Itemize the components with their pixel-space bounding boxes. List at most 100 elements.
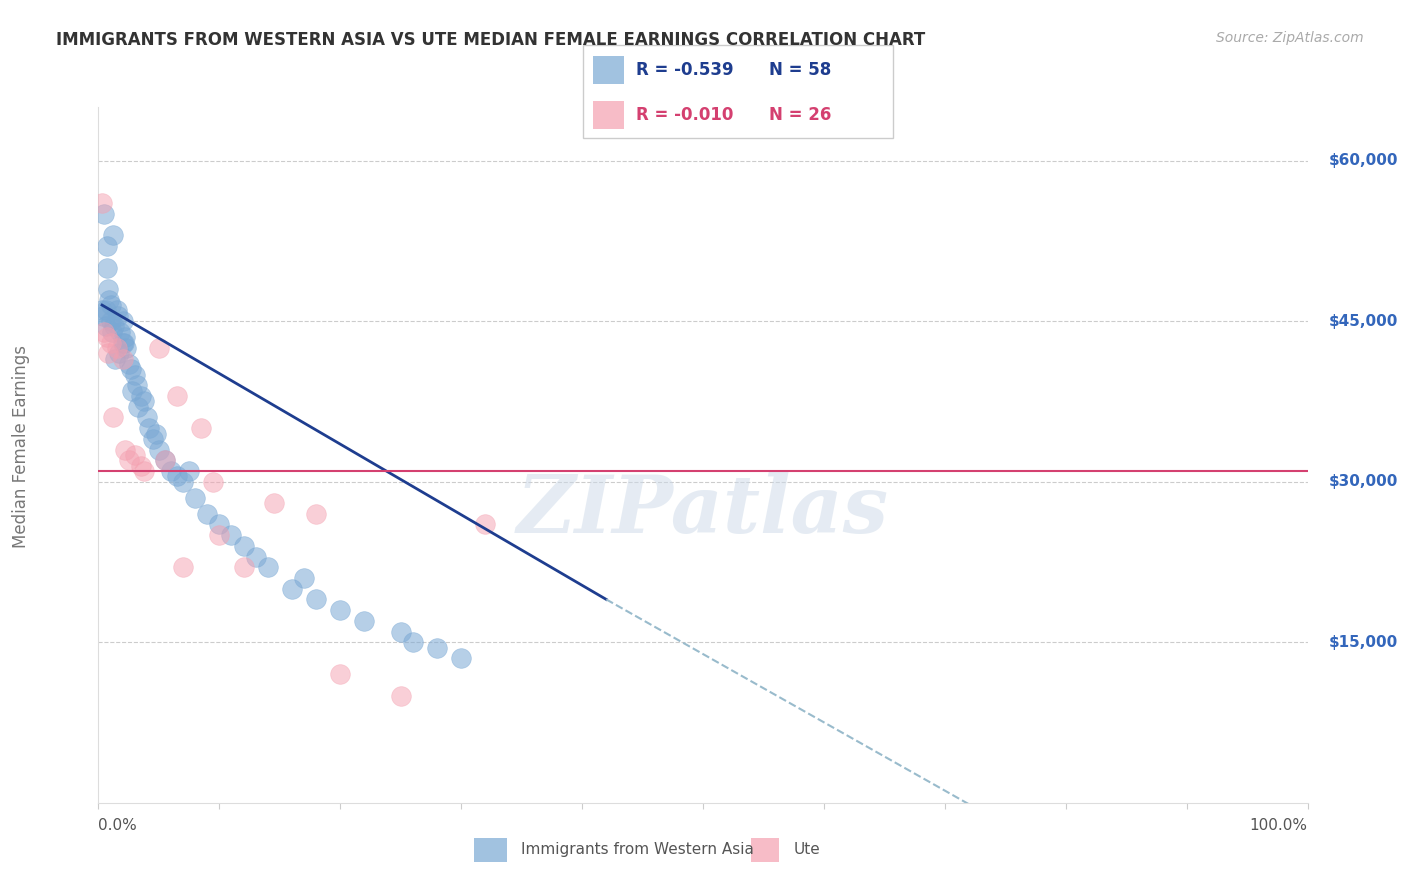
Point [100, 325, 122, 339]
Text: $45,000: $45,000 [1329, 314, 1398, 328]
Text: $15,000: $15,000 [1329, 635, 1398, 649]
Point [134, 394, 156, 409]
Text: 0.0%: 0.0% [98, 818, 138, 832]
Text: Source: ZipAtlas.com: Source: ZipAtlas.com [1216, 31, 1364, 45]
Point [93, 325, 115, 339]
Point [292, 571, 315, 585]
Point [101, 228, 124, 243]
Point [97, 346, 120, 360]
Point [108, 346, 131, 360]
Point [111, 351, 134, 366]
Text: $60,000: $60,000 [1329, 153, 1398, 168]
Point [97, 282, 120, 296]
Point [179, 464, 201, 478]
Text: IMMIGRANTS FROM WESTERN ASIA VS UTE MEDIAN FEMALE EARNINGS CORRELATION CHART: IMMIGRANTS FROM WESTERN ASIA VS UTE MEDI… [56, 31, 925, 49]
Bar [751, 838, 779, 862]
Point [281, 582, 304, 596]
Point [145, 426, 167, 441]
Point [389, 689, 412, 703]
Point [474, 517, 496, 532]
Point [94, 319, 117, 334]
Point [105, 303, 128, 318]
Point [115, 341, 138, 355]
Point [208, 528, 231, 542]
Point [256, 560, 278, 574]
Point [263, 496, 285, 510]
Text: ZIPatlas: ZIPatlas [517, 472, 889, 549]
Point [172, 475, 194, 489]
Point [100, 335, 122, 350]
Point [91, 309, 114, 323]
Point [245, 549, 267, 564]
Point [114, 442, 136, 457]
Text: N = 58: N = 58 [769, 61, 831, 78]
Point [353, 614, 375, 628]
Point [93, 207, 115, 221]
Point [172, 560, 194, 574]
Bar [474, 838, 508, 862]
FancyBboxPatch shape [583, 45, 893, 138]
Point [138, 421, 160, 435]
Text: $30,000: $30,000 [1329, 475, 1398, 489]
Point [221, 528, 243, 542]
Point [148, 442, 170, 457]
Point [129, 458, 152, 473]
Point [190, 421, 212, 435]
Point [101, 410, 124, 425]
Point [96, 260, 118, 275]
Text: Ute: Ute [794, 842, 821, 857]
Text: Median Female Earnings: Median Female Earnings [13, 344, 30, 548]
Point [96, 330, 118, 344]
Point [129, 389, 152, 403]
Point [305, 592, 328, 607]
Point [98, 293, 121, 307]
Point [232, 560, 254, 574]
Point [105, 341, 128, 355]
Point [450, 651, 472, 665]
Point [232, 539, 254, 553]
Point [202, 475, 225, 489]
Point [100, 298, 122, 312]
Point [96, 239, 118, 253]
Point [134, 464, 156, 478]
Text: N = 26: N = 26 [769, 106, 831, 124]
Point [103, 319, 125, 334]
Bar [593, 56, 624, 84]
Point [426, 640, 449, 655]
Point [208, 517, 231, 532]
Point [104, 351, 127, 366]
Point [111, 335, 134, 350]
Point [127, 400, 149, 414]
Point [329, 667, 352, 681]
Point [91, 303, 114, 318]
Text: Immigrants from Western Asia: Immigrants from Western Asia [522, 842, 754, 857]
Text: R = -0.539: R = -0.539 [636, 61, 734, 78]
Point [120, 362, 142, 376]
Point [166, 389, 188, 403]
Point [108, 325, 131, 339]
Text: 100.0%: 100.0% [1250, 818, 1308, 832]
Point [112, 335, 135, 350]
Point [153, 453, 176, 467]
Point [329, 603, 352, 617]
Point [184, 491, 207, 505]
Point [114, 330, 136, 344]
Point [305, 507, 328, 521]
Point [135, 410, 157, 425]
Bar [593, 101, 624, 129]
Point [118, 357, 141, 371]
Point [142, 432, 165, 446]
Point [124, 448, 146, 462]
Point [166, 469, 188, 483]
Point [124, 368, 146, 382]
Point [111, 314, 134, 328]
Point [389, 624, 412, 639]
Point [402, 635, 425, 649]
Point [91, 196, 114, 211]
Point [148, 341, 170, 355]
Point [127, 378, 149, 392]
Text: R = -0.010: R = -0.010 [636, 106, 734, 124]
Point [121, 384, 143, 398]
Point [107, 309, 129, 323]
Point [118, 453, 141, 467]
